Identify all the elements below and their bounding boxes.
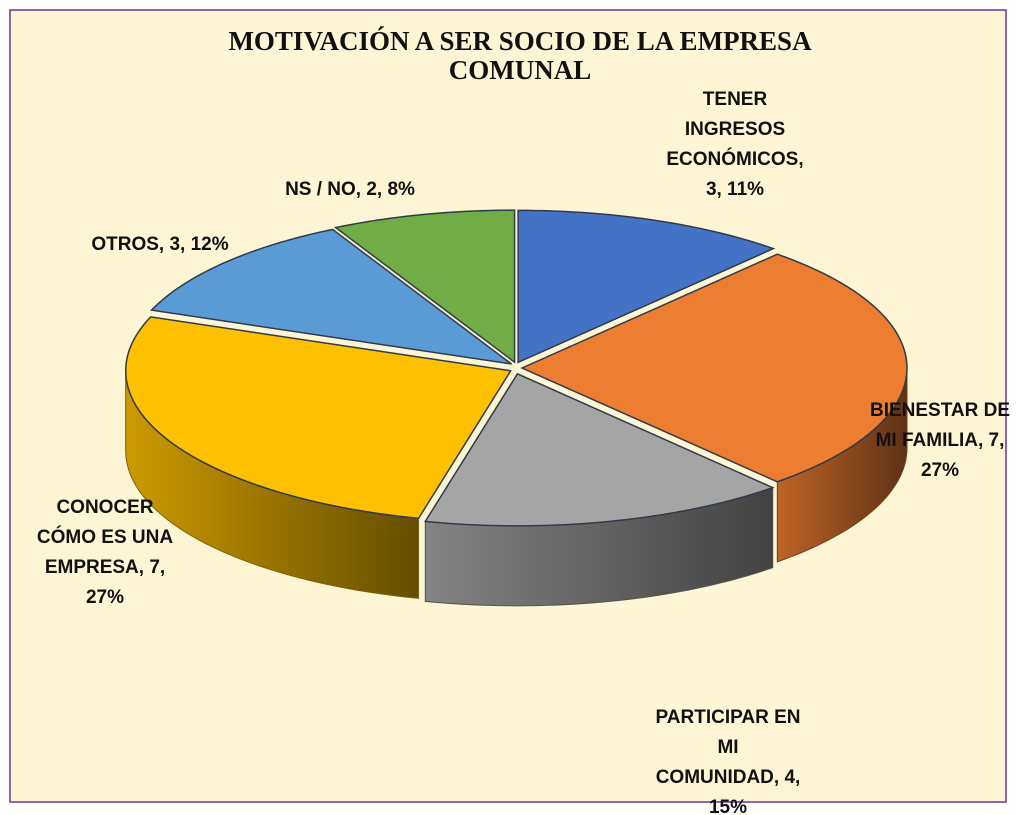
data-label: 15% xyxy=(709,797,747,815)
data-label: 27% xyxy=(921,460,959,481)
data-label: OTROS, 3, 12% xyxy=(91,234,228,255)
data-label: NS / NO, 2, 8% xyxy=(285,179,415,200)
chart-title: MOTIVACIÓN A SER SOCIO DE LA EMPRESA xyxy=(228,26,812,56)
pie-slice xyxy=(520,253,908,483)
pie-slice xyxy=(149,228,512,365)
data-label: 27% xyxy=(86,587,124,608)
data-label: TENER xyxy=(703,89,768,110)
data-label: PARTICIPAR EN xyxy=(656,707,801,728)
data-label: BIENESTAR DE xyxy=(870,400,1010,421)
data-label: COMUNIDAD, 4, xyxy=(656,767,801,788)
data-label: MI xyxy=(717,737,738,758)
pie-slice xyxy=(424,372,775,527)
pie-slice xyxy=(517,209,776,364)
data-label: 3, 11% xyxy=(706,179,764,200)
pie-slice xyxy=(124,316,512,520)
chart-title: COMUNAL xyxy=(449,55,592,85)
data-label: INGRESOS xyxy=(685,119,785,140)
data-label: ECONÓMICOS, xyxy=(666,148,803,170)
data-label: CÓMO ES UNA xyxy=(37,526,173,548)
pie-slice xyxy=(333,209,516,364)
data-label: MI FAMILIA, 7, xyxy=(876,430,1005,451)
data-label: EMPRESA, 7, xyxy=(45,557,165,578)
data-label: CONOCER xyxy=(56,497,153,518)
